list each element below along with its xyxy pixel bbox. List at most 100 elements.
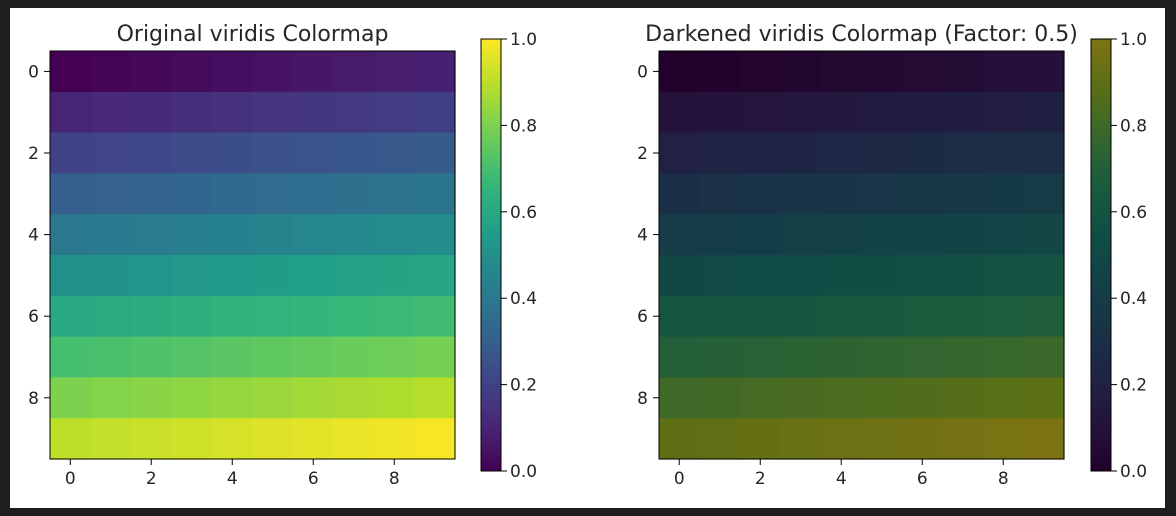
- heatmap-cell: [374, 295, 416, 338]
- heatmap-cell: [1023, 91, 1065, 134]
- heatmap-cell: [821, 214, 863, 256]
- colorbar-tick-label: 1.0: [510, 30, 537, 50]
- heatmap-cell: [983, 418, 1025, 460]
- colorbar-tick-label: 0.0: [1120, 462, 1147, 482]
- heatmap-cell: [212, 132, 254, 174]
- heatmap-cell: [333, 418, 375, 460]
- heatmap-cell: [1023, 336, 1065, 378]
- heatmap-cell: [50, 255, 92, 297]
- y-tick-label: 2: [637, 144, 648, 164]
- heatmap-cell: [821, 173, 863, 215]
- heatmap-cell: [659, 91, 701, 134]
- heatmap-cell: [1023, 255, 1065, 297]
- heatmap-cell: [659, 173, 701, 215]
- heatmap-cell: [212, 336, 254, 378]
- heatmap-cell: [374, 91, 416, 134]
- heatmap-cell: [90, 336, 132, 378]
- heatmap-cell: [983, 336, 1025, 378]
- heatmap-cell: [1023, 51, 1065, 93]
- heatmap-cell: [131, 173, 173, 215]
- y-tick-label: 6: [28, 307, 39, 327]
- heatmap-cell: [902, 255, 944, 297]
- heatmap-cell: [171, 295, 213, 338]
- heatmap-cell: [374, 51, 416, 93]
- heatmap-cell: [374, 132, 416, 174]
- heatmap-cell: [861, 132, 903, 174]
- heatmap-cell: [131, 336, 173, 378]
- heatmap-cell: [131, 214, 173, 256]
- y-tick-label: 0: [28, 62, 39, 82]
- heatmap-cell: [252, 336, 294, 378]
- heatmap-cell: [293, 377, 335, 419]
- heatmap-cell: [780, 418, 822, 460]
- heatmap-cell: [659, 377, 701, 419]
- heatmap-cell: [942, 418, 984, 460]
- heatmap-cell: [983, 255, 1025, 297]
- heatmap-cell: [942, 336, 984, 378]
- heatmap-cell: [740, 91, 782, 134]
- heatmap-cell: [942, 91, 984, 134]
- heatmap-cell: [699, 173, 741, 215]
- heatmap-cell: [252, 132, 294, 174]
- heatmap-cell: [861, 51, 903, 93]
- heatmap-cell: [333, 377, 375, 419]
- heatmap-cell: [50, 295, 92, 338]
- heatmap-cell: [942, 295, 984, 338]
- heatmap-cell: [821, 295, 863, 338]
- heatmap-cell: [414, 132, 456, 174]
- heatmap-cell: [374, 418, 416, 460]
- y-tick-label: 6: [637, 307, 648, 327]
- heatmap-cell: [90, 91, 132, 134]
- heatmap-cell: [659, 132, 701, 174]
- heatmap-cell: [414, 336, 456, 378]
- heatmap-cell: [293, 255, 335, 297]
- heatmap-cell: [699, 295, 741, 338]
- heatmap-cell: [90, 295, 132, 338]
- heatmap-cell: [171, 255, 213, 297]
- heatmap-cell: [131, 51, 173, 93]
- heatmap-cell: [983, 51, 1025, 93]
- heatmap-cell: [942, 173, 984, 215]
- heatmap-cell: [902, 214, 944, 256]
- heatmap-cell: [699, 377, 741, 419]
- heatmap-cell: [293, 418, 335, 460]
- heatmap-cell: [212, 173, 254, 215]
- heatmap-cell: [942, 51, 984, 93]
- heatmap-cell: [902, 51, 944, 93]
- heatmap-cell: [699, 336, 741, 378]
- heatmap-cell: [50, 132, 92, 174]
- heatmap-cell: [1023, 132, 1065, 174]
- colorbar-tick-label: 0.2: [510, 376, 537, 396]
- heatmap-cell: [333, 51, 375, 93]
- heatmap-cell: [1023, 418, 1065, 460]
- heatmap-cell: [983, 173, 1025, 215]
- heatmap-cell: [414, 418, 456, 460]
- y-tick-label: 8: [637, 389, 648, 409]
- heatmap-cell: [90, 255, 132, 297]
- heatmap-cell: [821, 255, 863, 297]
- heatmap-panel-1: Original viridis Colormap 0 2 4 6 8 0 2 4 6 8 0.0 0.…: [28, 22, 537, 489]
- heatmap-cell: [252, 91, 294, 134]
- heatmap-cell: [333, 132, 375, 174]
- heatmap-cell: [740, 173, 782, 215]
- figure: Original viridis Colormap 0 2 4 6 8 0 2 4 6 8 0.0 0.…: [10, 8, 1165, 508]
- heatmap-cell: [659, 295, 701, 338]
- y-tick-label: 0: [637, 62, 648, 82]
- heatmap-cell: [1023, 295, 1065, 338]
- heatmap-cell: [659, 255, 701, 297]
- heatmap-cell: [212, 295, 254, 338]
- heatmap-cell: [1023, 377, 1065, 419]
- heatmap-cell: [983, 91, 1025, 134]
- colorbar-tick-label: 0.0: [510, 462, 537, 482]
- heatmap-cell: [942, 377, 984, 419]
- heatmap-cell: [90, 173, 132, 215]
- heatmap-cell: [780, 336, 822, 378]
- heatmap-cell: [333, 255, 375, 297]
- heatmap-cell: [414, 173, 456, 215]
- y-tick-label: 4: [28, 226, 39, 246]
- colorbar-tick-label: 0.6: [1120, 203, 1147, 223]
- heatmap-cell: [902, 173, 944, 215]
- heatmap-cell: [212, 418, 254, 460]
- heatmap-cell: [212, 51, 254, 93]
- heatmap-cell: [50, 418, 92, 460]
